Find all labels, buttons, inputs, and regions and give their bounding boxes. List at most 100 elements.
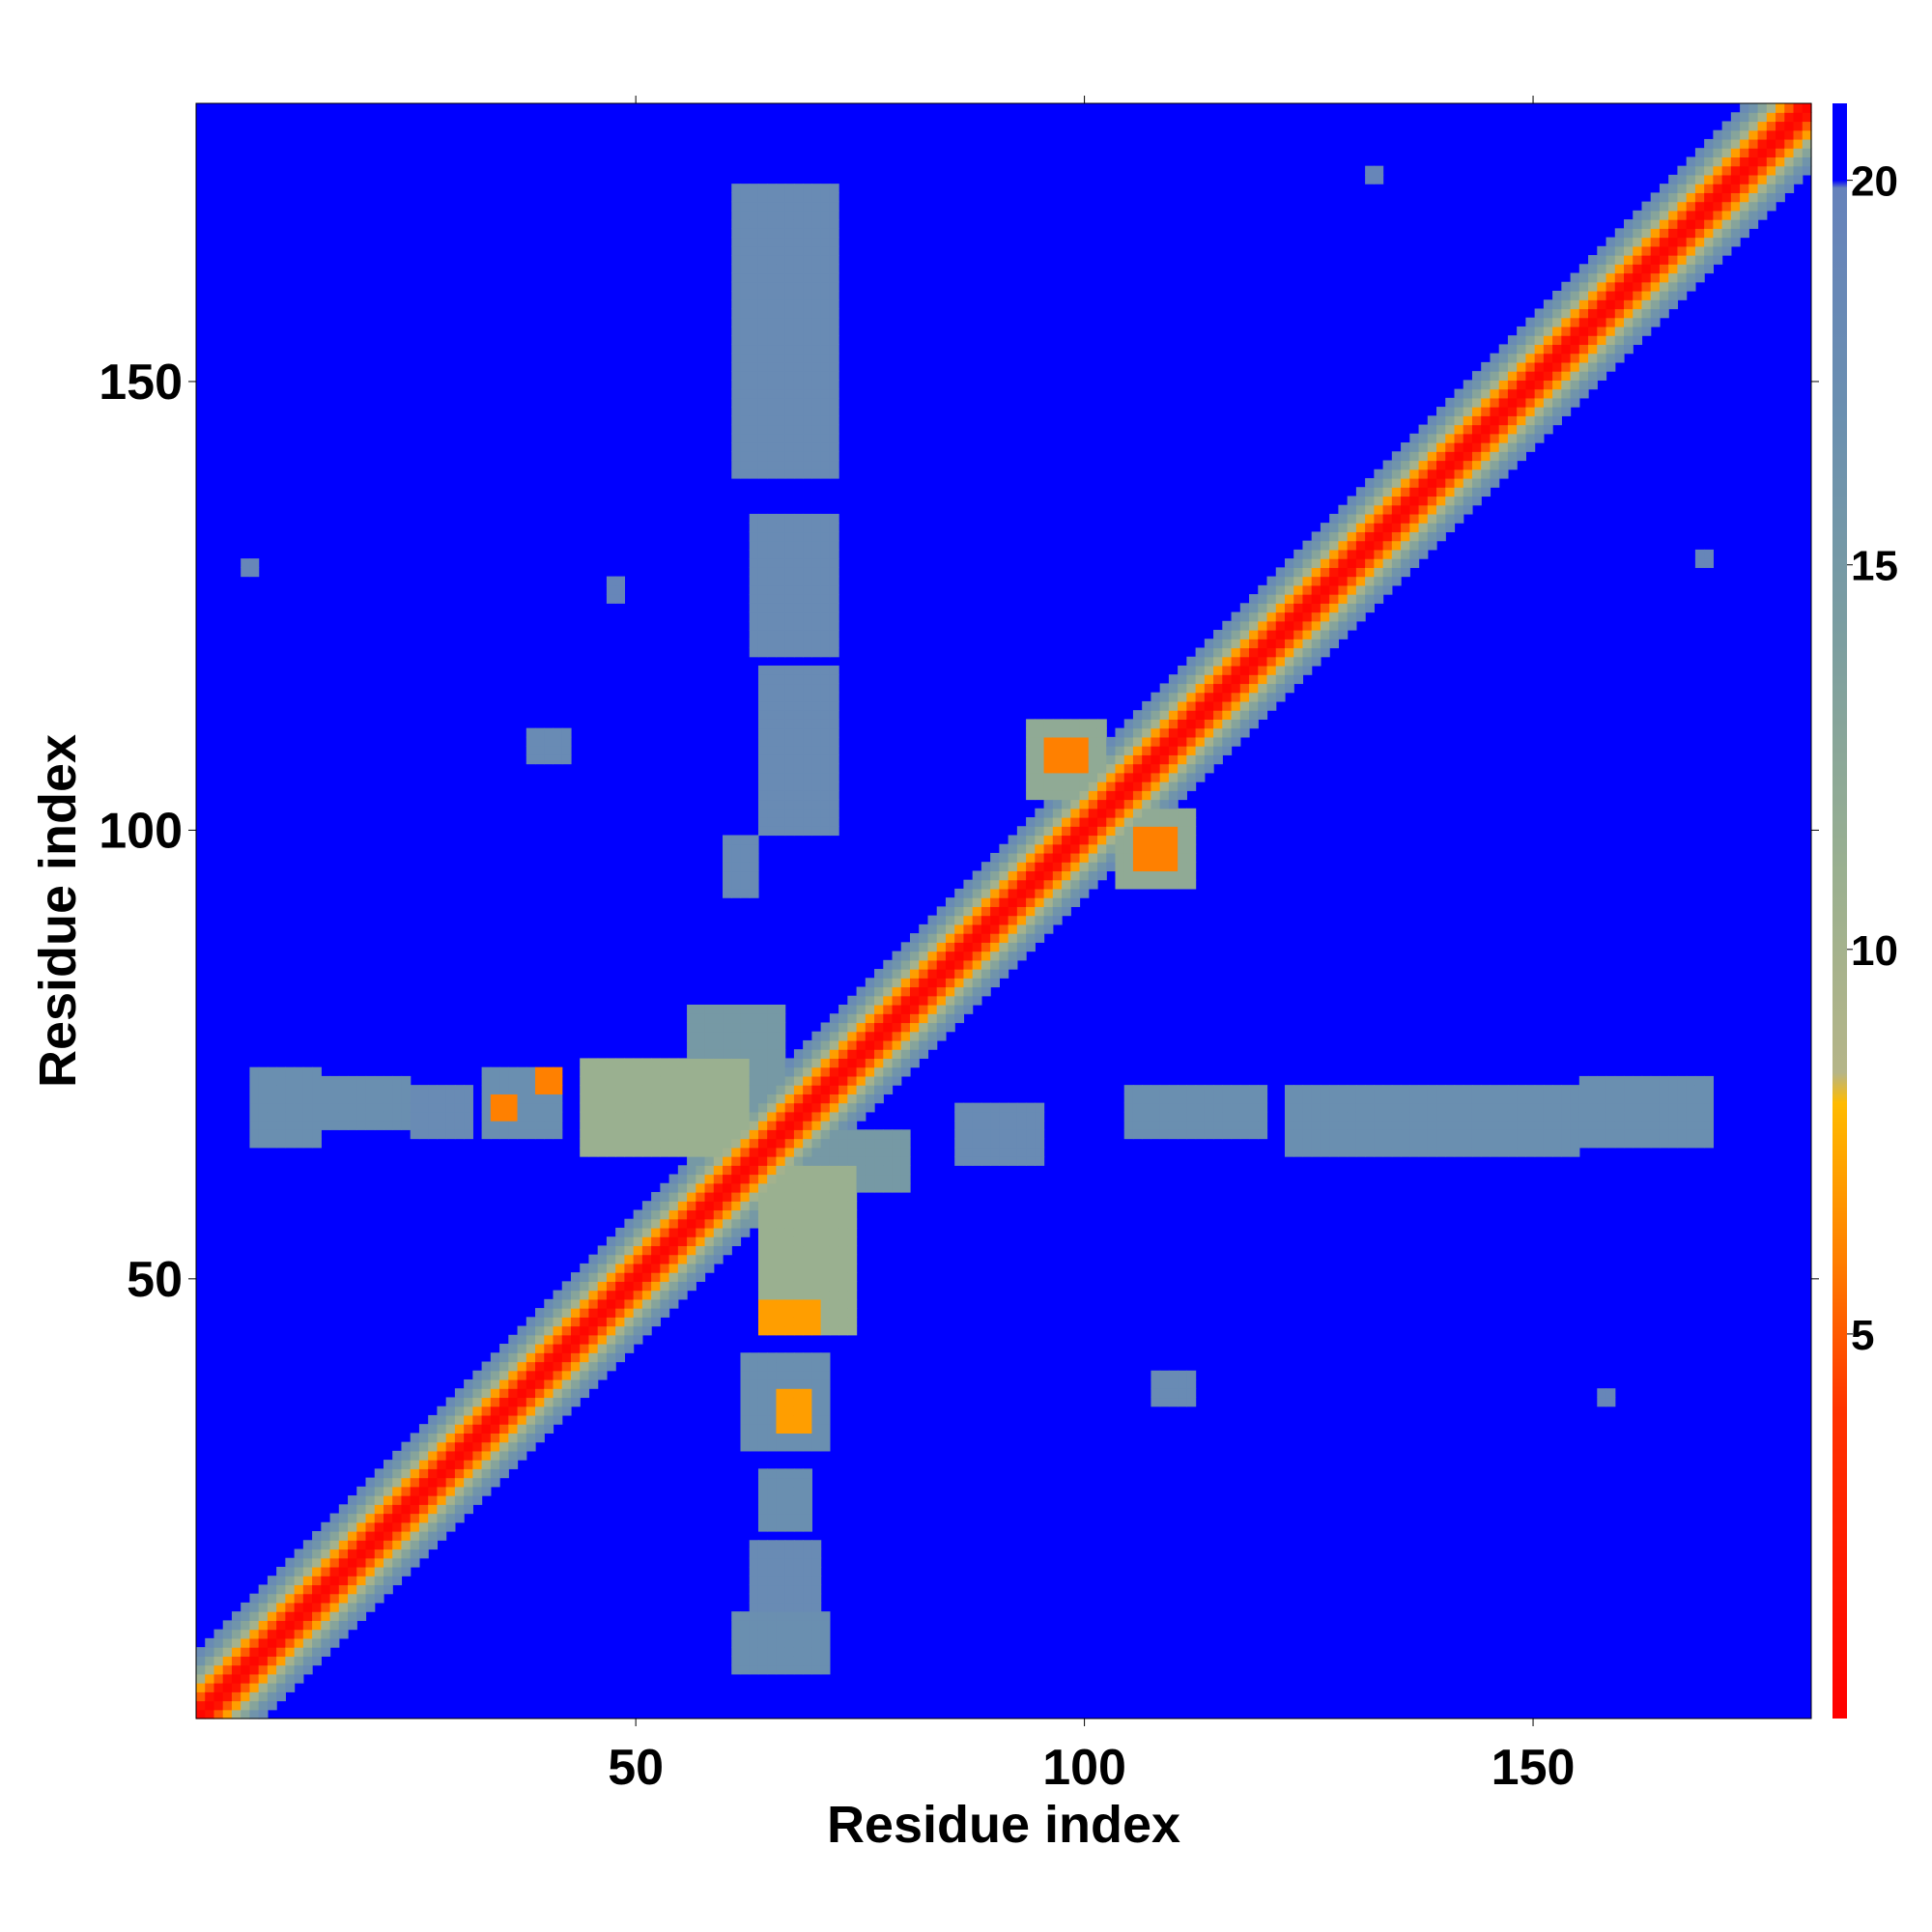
heatmap-cell [793, 272, 804, 283]
heatmap-cell [776, 1049, 786, 1060]
heatmap-cell [1222, 674, 1233, 685]
heatmap-cell [811, 1263, 822, 1273]
heatmap-cell [1132, 1121, 1143, 1130]
heatmap-cell [757, 1620, 768, 1631]
heatmap-cell [365, 1540, 376, 1550]
heatmap-cell [776, 201, 786, 212]
heatmap-cell [1543, 371, 1553, 381]
heatmap-cell [793, 540, 804, 551]
heatmap-cell [811, 451, 822, 462]
heatmap-cell [267, 1066, 277, 1077]
heatmap-cell [1391, 469, 1402, 479]
heatmap-cell [1454, 407, 1464, 416]
heatmap-cell [1106, 843, 1117, 854]
heatmap-cell [1213, 1102, 1223, 1113]
heatmap-cell [945, 1004, 955, 1014]
heatmap-cell [731, 344, 742, 355]
heatmap-cell [696, 1147, 706, 1157]
heatmap-cell [1641, 1085, 1652, 1094]
heatmap-cell [302, 1611, 313, 1621]
heatmap-cell [767, 1441, 778, 1452]
heatmap-cell [1525, 317, 1536, 327]
heatmap-cell [677, 1281, 688, 1292]
heatmap-cell [757, 219, 768, 229]
heatmap-cell [1204, 674, 1214, 685]
heatmap-cell [365, 1566, 376, 1577]
heatmap-cell [392, 1121, 403, 1130]
heatmap-cell [1624, 344, 1634, 355]
heatmap-cell [723, 1094, 732, 1104]
heatmap-cell [499, 1361, 509, 1372]
heatmap-cell [776, 1521, 786, 1532]
heatmap-cell [1659, 255, 1669, 265]
heatmap-cell [615, 1263, 626, 1273]
heatmap-cell [776, 1495, 786, 1505]
heatmap-cell [883, 1013, 894, 1024]
heatmap-cell [1178, 1397, 1187, 1407]
heatmap-cell [544, 1397, 554, 1407]
heatmap-cell [641, 1317, 652, 1327]
heatmap-cell [1052, 727, 1063, 738]
heatmap-cell [1481, 424, 1492, 435]
heatmap-cell [767, 451, 778, 462]
heatmap-cell [1106, 772, 1117, 782]
heatmap-cell [1543, 361, 1553, 372]
heatmap-cell [1490, 1102, 1500, 1113]
heatmap-cell [1650, 317, 1661, 327]
heatmap-cell [401, 1094, 412, 1104]
heatmap-cell [401, 1504, 412, 1515]
heatmap-cell [1436, 442, 1446, 452]
heatmap-cell [1284, 683, 1294, 694]
heatmap-cell [1633, 210, 1643, 220]
heatmap-cell [1115, 862, 1125, 872]
heatmap-cell [793, 335, 804, 346]
heatmap-cell [348, 1102, 357, 1113]
heatmap-cell [1517, 388, 1526, 399]
heatmap-cell [829, 353, 839, 363]
heatmap-cell [1266, 665, 1277, 675]
heatmap-cell [1365, 549, 1375, 559]
heatmap-cell [767, 540, 778, 551]
heatmap-cell [749, 210, 759, 220]
heatmap-cell [535, 1352, 545, 1363]
heatmap-cell [803, 192, 812, 203]
heatmap-cell [793, 1557, 804, 1568]
heatmap-cell [1633, 308, 1643, 319]
heatmap-cell [1062, 906, 1071, 917]
heatmap-cell [508, 1414, 519, 1425]
heatmap-cell [784, 1290, 795, 1300]
heatmap-cell [1525, 424, 1536, 435]
heatmap-cell [1311, 1147, 1321, 1157]
heatmap-cell [919, 1039, 929, 1050]
heatmap-cell [811, 1085, 822, 1094]
heatmap-cell [811, 424, 822, 435]
heatmap-cell [749, 1576, 759, 1586]
heatmap-cell [490, 1129, 500, 1140]
heatmap-cell [838, 1236, 848, 1247]
heatmap-cell [1650, 1138, 1661, 1149]
heatmap-cell [776, 692, 786, 702]
heatmap-cell [731, 1049, 742, 1060]
heatmap-cell [784, 1263, 795, 1273]
heatmap-cell [811, 1602, 822, 1612]
heatmap-cell [910, 1022, 920, 1033]
heatmap-cell [1605, 344, 1616, 355]
heatmap-cell [588, 1075, 599, 1086]
heatmap-cell [784, 540, 795, 551]
heatmap-cell [1293, 567, 1304, 578]
heatmap-cell [660, 1111, 670, 1122]
heatmap-cell [1552, 317, 1562, 327]
heatmap-cell [811, 353, 822, 363]
heatmap-cell [1525, 371, 1536, 381]
heatmap-cell [294, 1602, 304, 1612]
heatmap-cell [784, 1602, 795, 1612]
heatmap-cell [892, 1129, 902, 1140]
heatmap-cell [1052, 852, 1063, 863]
heatmap-cell [1659, 219, 1669, 229]
heatmap-cell [731, 1629, 742, 1639]
heatmap-cell [784, 1191, 795, 1202]
heatmap-cell [472, 1486, 483, 1496]
heatmap-cell [615, 1075, 626, 1086]
heatmap-cell [392, 1450, 403, 1461]
heatmap-cell [757, 665, 768, 675]
